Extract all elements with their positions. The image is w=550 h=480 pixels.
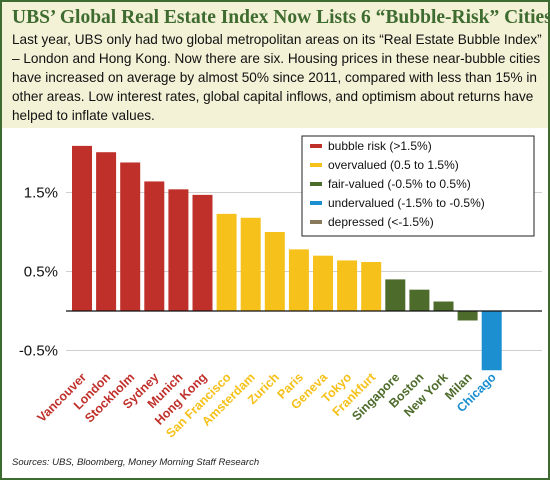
bar [168, 189, 189, 311]
legend-swatch [310, 182, 322, 186]
y-tick-label: 0.5% [24, 264, 58, 281]
bar [144, 181, 165, 311]
bar [264, 232, 285, 311]
bar [313, 255, 333, 311]
legend-entry: undervalued (-1.5% to -0.5%) [328, 196, 485, 210]
bar [433, 301, 454, 311]
bar [72, 145, 92, 311]
bar [216, 213, 237, 311]
bar [361, 262, 382, 311]
bar [409, 289, 430, 311]
legend-entry: depressed (<-1.5%) [328, 215, 434, 229]
x-category-labels: VancouverLondonStockholmSydneyMunichHong… [35, 369, 500, 440]
legend-box [301, 135, 535, 237]
legend-swatch [310, 201, 322, 205]
legend-swatch [310, 163, 322, 167]
bar [120, 162, 141, 311]
bar [288, 249, 309, 311]
legend: bubble risk (>1.5%) overvalued (0.5 to 1.… [301, 135, 535, 237]
bar [385, 279, 406, 311]
bar [192, 194, 213, 311]
header-panel: UBS’ Global Real Estate Index Now Lists … [2, 2, 550, 128]
y-tick-label: 1.5% [24, 185, 58, 202]
source-note: Sources: UBS, Bloomberg, Money Morning S… [12, 457, 260, 468]
page-title: UBS’ Global Real Estate Index Now Lists … [12, 7, 550, 28]
y-tick-labels: 1.5% 0.5% -0.5% [19, 185, 58, 360]
legend-swatch [310, 144, 322, 148]
legend-entry: fair-valued (-0.5% to 0.5%) [328, 177, 471, 191]
bars [72, 145, 502, 371]
bar [240, 217, 261, 311]
bar [481, 311, 502, 371]
bar [337, 260, 358, 311]
legend-entry: overvalued (0.5 to 1.5%) [328, 158, 459, 172]
page-subtitle: Last year, UBS only had two global metro… [12, 32, 542, 123]
bar [96, 152, 117, 311]
legend-entry: bubble risk (>1.5%) [328, 139, 432, 153]
bar [457, 311, 478, 321]
legend-swatch [310, 220, 322, 224]
y-tick-label: -0.5% [19, 343, 58, 360]
